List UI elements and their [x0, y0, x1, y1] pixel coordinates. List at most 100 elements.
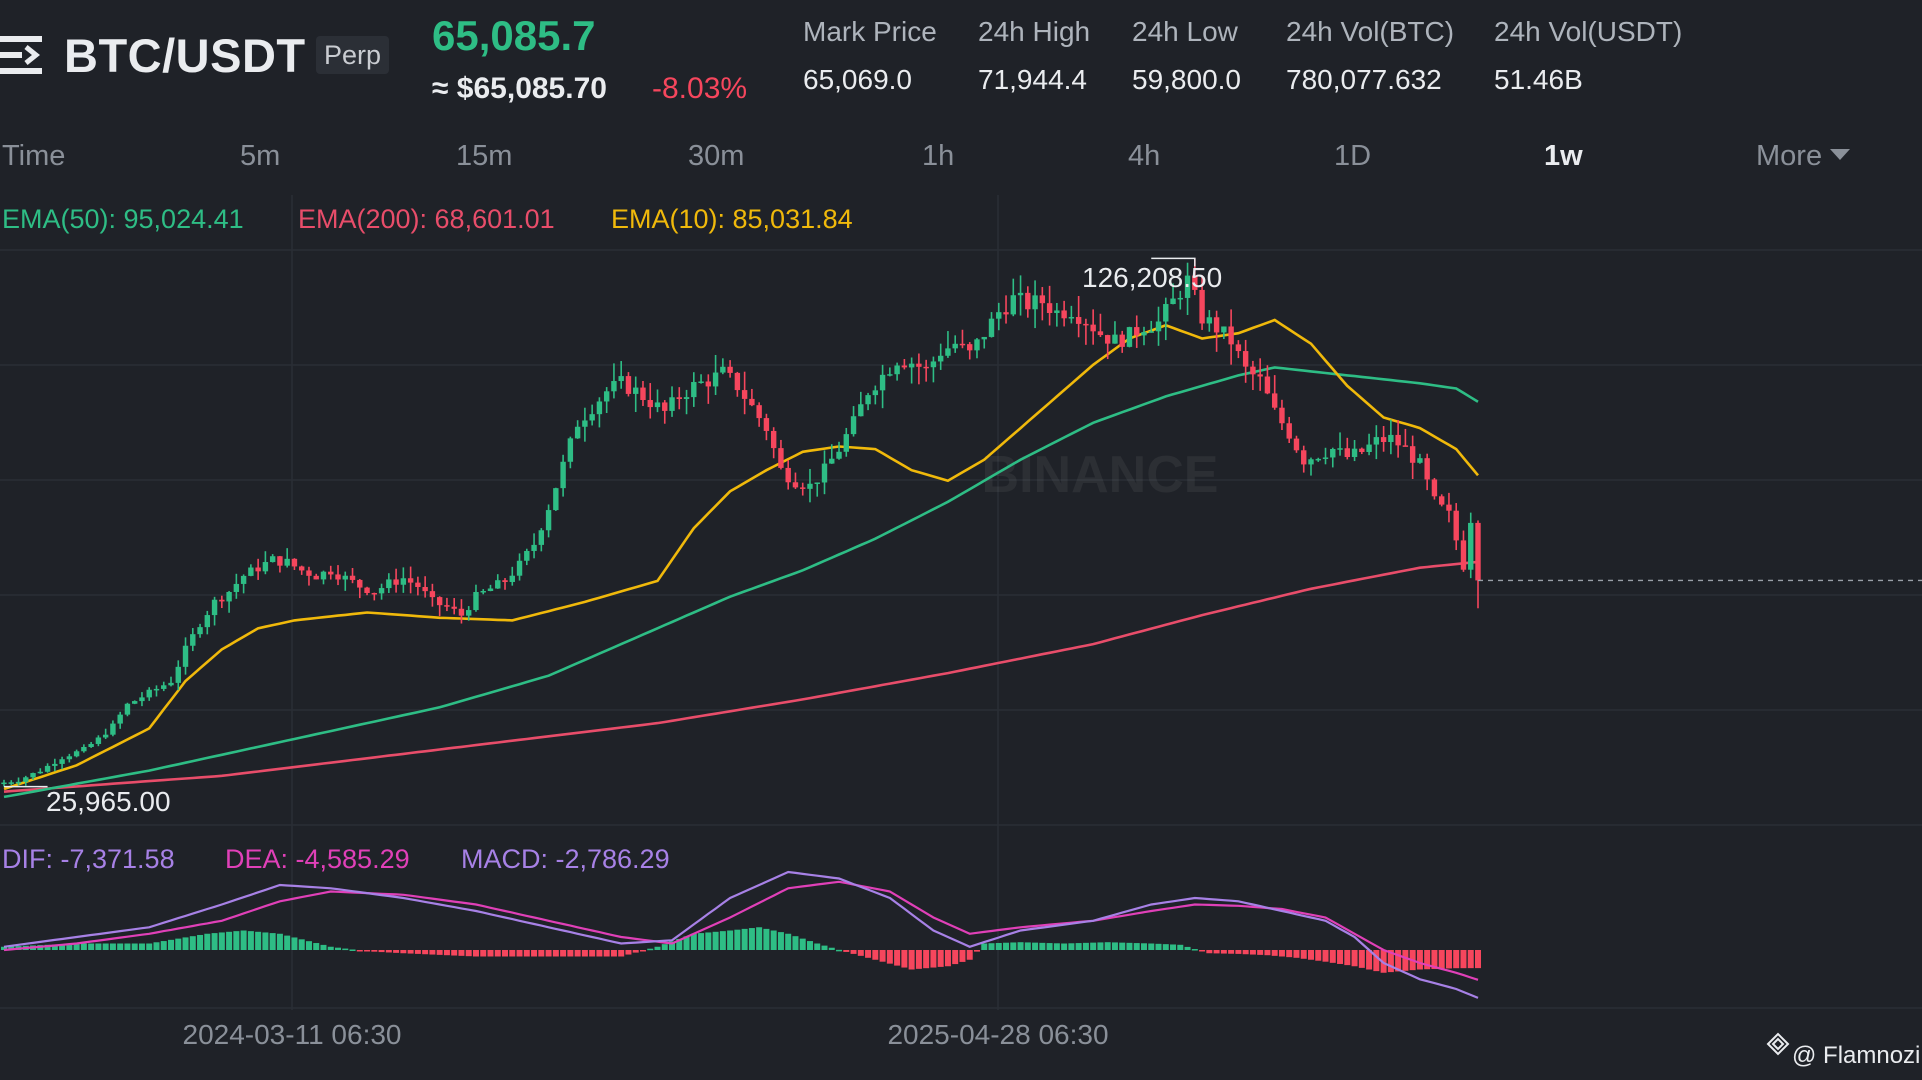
- candle-body: [705, 381, 712, 387]
- candle: [945, 331, 951, 358]
- macd-histogram-bar: [284, 935, 291, 950]
- macd-histogram-bar: [95, 943, 102, 950]
- candle-body: [1199, 289, 1205, 324]
- macd-histogram-bar: [1358, 950, 1365, 968]
- macd-histogram-bar: [792, 936, 799, 950]
- macd-histogram-bar: [1351, 950, 1358, 967]
- candle: [1206, 310, 1213, 332]
- min-price-label: 25,965.00: [46, 786, 171, 817]
- macd-histogram-bar: [1402, 950, 1409, 971]
- macd-histogram-bar: [1344, 950, 1351, 966]
- hamburger-menu-icon[interactable]: [0, 34, 42, 76]
- tab-15m[interactable]: 15m: [456, 140, 513, 172]
- candle-body: [1330, 448, 1336, 458]
- macd-histogram-bar: [1148, 943, 1155, 950]
- macd-histogram-bar: [414, 950, 421, 954]
- candle-body: [633, 387, 639, 394]
- candle-body: [349, 575, 356, 580]
- candle-body: [131, 701, 138, 704]
- candle: [190, 628, 196, 652]
- candle: [988, 312, 995, 338]
- candle: [415, 576, 421, 596]
- candle: [328, 565, 334, 580]
- macd-histogram-bar: [1126, 942, 1133, 950]
- candle-body: [1308, 459, 1314, 465]
- candle: [1068, 305, 1075, 324]
- macd-histogram-bar: [1387, 950, 1394, 973]
- candle-body: [792, 482, 799, 488]
- macd-histogram-bar: [66, 943, 73, 950]
- candle-body: [763, 418, 770, 431]
- candle: [567, 436, 574, 469]
- candle-body: [1126, 327, 1133, 347]
- candle-body: [1359, 448, 1365, 453]
- candle-body: [197, 627, 203, 635]
- tab-1w[interactable]: 1w: [1544, 140, 1583, 172]
- candle: [429, 583, 436, 607]
- candle-body: [988, 318, 995, 337]
- tab-30m[interactable]: 30m: [688, 140, 745, 172]
- stat-value: 780,077.632: [1286, 64, 1442, 95]
- candle-body: [1271, 393, 1278, 408]
- macd-histogram-bar: [712, 931, 719, 950]
- tab-4h[interactable]: 4h: [1128, 140, 1161, 172]
- tab-1d[interactable]: 1D: [1334, 140, 1372, 172]
- candle-body: [1395, 434, 1401, 446]
- contract-type-badge: Perp: [316, 36, 390, 74]
- candle-body: [1424, 458, 1430, 480]
- macd-histogram-bar: [1249, 950, 1256, 955]
- macd-histogram-bar: [429, 950, 436, 955]
- pair-title[interactable]: BTC/USDT: [64, 29, 306, 82]
- tab-5m[interactable]: 5m: [240, 140, 281, 172]
- macd-histogram-bar: [1286, 950, 1293, 958]
- candle-body: [168, 682, 174, 686]
- candle: [487, 584, 494, 592]
- macd-histogram-bar: [523, 950, 530, 957]
- candle-body: [1460, 540, 1467, 570]
- tab-more[interactable]: More: [1756, 140, 1851, 173]
- tab-1h[interactable]: 1h: [922, 140, 955, 172]
- candle: [1322, 447, 1329, 465]
- candle: [734, 371, 741, 397]
- candle-body: [872, 390, 879, 396]
- candle: [30, 772, 36, 780]
- stat-value: 71,944.4: [978, 64, 1087, 95]
- macd-histogram-bar: [741, 928, 748, 950]
- candle-body: [1017, 292, 1024, 296]
- candle: [596, 397, 603, 428]
- candle-body: [233, 583, 240, 592]
- macd-histogram-bar: [168, 939, 175, 950]
- macd-histogram-bar: [1199, 950, 1206, 952]
- candle: [335, 565, 341, 586]
- macd-histogram-bar: [197, 934, 204, 950]
- macd-histogram-bar: [305, 941, 312, 950]
- candle-body: [640, 387, 646, 401]
- candle: [59, 756, 65, 770]
- candle-body: [1264, 376, 1271, 394]
- candle: [110, 720, 116, 737]
- candle: [843, 427, 849, 457]
- fiat-price: ≈ $65,085.70: [432, 72, 607, 105]
- candle: [1104, 334, 1111, 360]
- candle-body: [357, 579, 363, 588]
- candle: [66, 753, 73, 763]
- candle-body: [720, 366, 726, 373]
- candle: [139, 692, 145, 707]
- macd-histogram-bar: [959, 950, 966, 962]
- tab-time[interactable]: Time: [2, 140, 66, 172]
- candle-body: [328, 571, 334, 575]
- macd-histogram-bar: [422, 950, 429, 955]
- x-axis-label: 2025-04-28 06:30: [887, 1019, 1108, 1050]
- candle: [967, 342, 973, 360]
- candle-body: [124, 703, 131, 715]
- stat-label: 24h High: [978, 16, 1091, 47]
- macd-histogram-bar: [44, 944, 51, 950]
- candle: [1301, 445, 1307, 473]
- macd-histogram-bar: [124, 943, 131, 950]
- candle-body: [901, 365, 908, 368]
- candle-body: [284, 558, 290, 566]
- candle-body: [574, 426, 581, 439]
- candle-body: [858, 404, 864, 417]
- macd-histogram-bar: [944, 950, 951, 967]
